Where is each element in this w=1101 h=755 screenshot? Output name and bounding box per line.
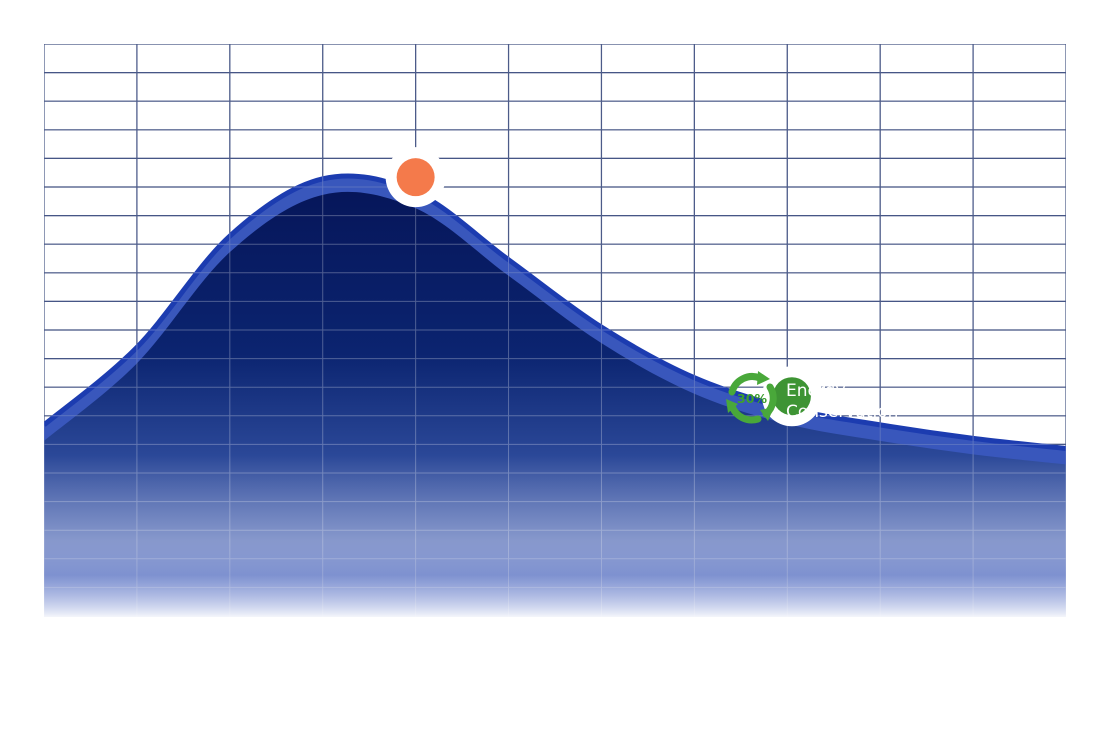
energy-label-line1: Energy (786, 381, 846, 401)
marker-dot (772, 377, 811, 416)
annotation: 30% Energy Conservation (726, 371, 898, 424)
area-fill (44, 191, 1066, 617)
marker-dot (396, 158, 435, 197)
peak-marker (385, 147, 446, 208)
area-layer (44, 173, 1066, 617)
energy-label-line2: Conservation (786, 402, 898, 422)
energy-marker (761, 366, 822, 427)
series-line (44, 173, 1066, 451)
bottom-fade (44, 575, 1066, 620)
energy-badge-value: 30% (737, 391, 767, 406)
recycle-icon: 30% (726, 371, 777, 424)
markers (385, 147, 822, 427)
